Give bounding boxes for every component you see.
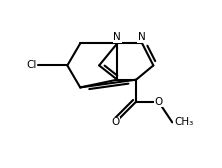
Text: N: N	[113, 32, 121, 42]
Text: N: N	[138, 32, 146, 42]
Text: Cl: Cl	[26, 60, 36, 70]
Text: CH₃: CH₃	[174, 117, 193, 127]
Text: O: O	[154, 97, 163, 107]
Text: O: O	[111, 117, 120, 127]
